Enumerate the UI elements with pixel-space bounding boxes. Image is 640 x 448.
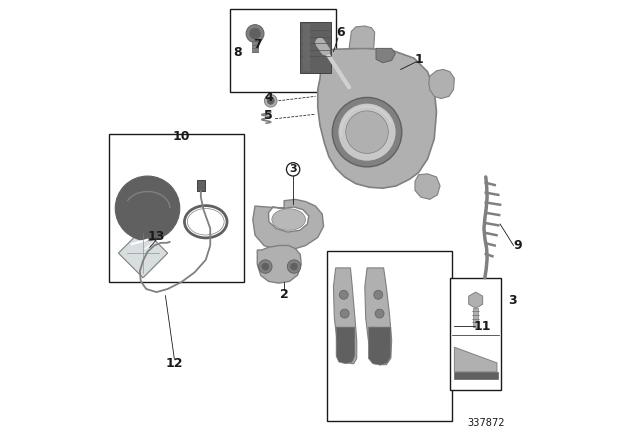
- Polygon shape: [253, 199, 324, 250]
- Circle shape: [262, 263, 269, 270]
- Text: 337872: 337872: [467, 418, 504, 428]
- Text: 1: 1: [414, 52, 423, 66]
- Polygon shape: [317, 48, 436, 188]
- Text: 2: 2: [280, 288, 289, 302]
- Circle shape: [375, 309, 384, 318]
- Text: 7: 7: [253, 38, 262, 52]
- Text: 10: 10: [172, 130, 190, 143]
- Text: 6: 6: [336, 26, 344, 39]
- Text: 13: 13: [148, 230, 165, 243]
- Circle shape: [267, 97, 275, 104]
- Circle shape: [340, 309, 349, 318]
- Polygon shape: [454, 372, 498, 379]
- Bar: [450, 278, 502, 390]
- Polygon shape: [429, 69, 454, 99]
- Text: 11: 11: [474, 319, 491, 333]
- Circle shape: [259, 260, 272, 273]
- Ellipse shape: [338, 103, 396, 161]
- Text: 4: 4: [264, 91, 273, 104]
- Bar: [197, 180, 205, 191]
- Polygon shape: [336, 327, 355, 364]
- Circle shape: [246, 25, 264, 43]
- Circle shape: [287, 260, 301, 273]
- Bar: [327, 251, 452, 421]
- Text: 3: 3: [289, 164, 297, 174]
- Polygon shape: [454, 347, 497, 372]
- Polygon shape: [369, 327, 391, 365]
- Polygon shape: [349, 26, 374, 48]
- Circle shape: [291, 263, 298, 270]
- Polygon shape: [333, 268, 356, 364]
- Bar: [473, 308, 478, 327]
- Polygon shape: [415, 174, 440, 199]
- Text: 8: 8: [233, 46, 241, 60]
- Bar: [303, 24, 310, 71]
- Circle shape: [129, 190, 166, 227]
- Text: 5: 5: [264, 109, 273, 122]
- Polygon shape: [376, 48, 396, 63]
- Bar: [230, 9, 336, 92]
- Circle shape: [250, 28, 260, 39]
- Ellipse shape: [272, 209, 305, 230]
- Circle shape: [122, 182, 173, 234]
- Text: 9: 9: [514, 239, 522, 252]
- Bar: [109, 134, 244, 282]
- Text: 3: 3: [508, 293, 517, 307]
- Text: 12: 12: [166, 357, 183, 370]
- Ellipse shape: [346, 111, 388, 153]
- Polygon shape: [257, 246, 301, 283]
- Polygon shape: [365, 268, 392, 365]
- Bar: [252, 41, 258, 52]
- Circle shape: [339, 290, 348, 299]
- Bar: [300, 22, 332, 73]
- Polygon shape: [118, 228, 168, 278]
- Circle shape: [264, 95, 277, 107]
- Circle shape: [115, 176, 180, 241]
- Ellipse shape: [332, 97, 402, 167]
- Circle shape: [374, 290, 383, 299]
